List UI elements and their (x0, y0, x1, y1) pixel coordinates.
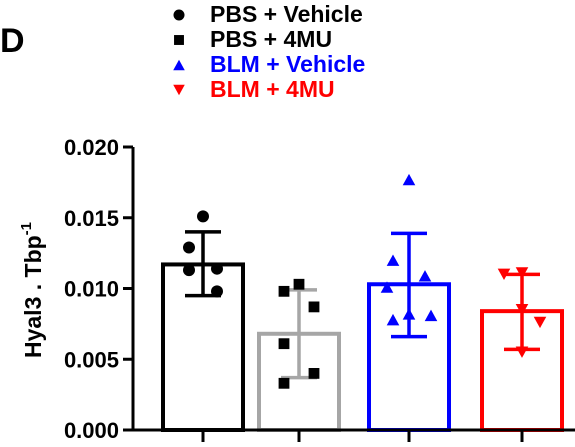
data-point (183, 264, 195, 277)
legend-entry: BLM + Vehicle (210, 51, 365, 77)
data-point (183, 241, 195, 254)
data-point (278, 338, 290, 350)
data-point (515, 304, 529, 316)
data-point (211, 262, 223, 275)
data-point (424, 309, 438, 322)
x-axis (131, 428, 575, 442)
data-point (197, 210, 209, 223)
legend-marker-circle (173, 9, 185, 21)
data-point (278, 377, 290, 389)
bars (161, 262, 564, 433)
data-point (211, 285, 223, 298)
y-axis: 0.000 0.005 0.010 0.015 0.020 (64, 135, 135, 443)
y-tick-label: 0.015 (64, 206, 119, 231)
data-point (386, 313, 400, 326)
data-point (497, 268, 511, 281)
data-point (278, 285, 290, 297)
y-tick-label: 0.005 (64, 347, 119, 372)
legend-marker-triangle-down (173, 84, 185, 96)
data-point (308, 368, 320, 379)
legend-entry: PBS + 4MU (210, 26, 332, 52)
legend-marker-triangle-up (173, 59, 185, 71)
data-point (402, 308, 416, 320)
y-tick-label: 0.010 (64, 277, 119, 302)
data-point (418, 270, 432, 282)
data-point (515, 346, 529, 358)
legend-entry: BLM + 4MU (210, 76, 335, 102)
legend-marker-square (174, 35, 184, 45)
data-point (515, 267, 529, 279)
y-axis-label: Hyal3 . Tbp-1 (18, 222, 46, 358)
legend-entry: PBS + Vehicle (210, 1, 363, 27)
data-point (380, 281, 394, 293)
y-tick-label: 0.000 (64, 418, 119, 443)
data-point (308, 301, 320, 313)
y-axis-title: Hyal3 . Tbp-1 (18, 222, 46, 358)
y-tick-label: 0.020 (64, 135, 119, 160)
panel-label: D (0, 22, 25, 60)
data-point (533, 316, 547, 329)
data-point (293, 278, 305, 290)
data-point (386, 254, 400, 266)
data-points (183, 173, 547, 389)
data-point (402, 173, 416, 186)
